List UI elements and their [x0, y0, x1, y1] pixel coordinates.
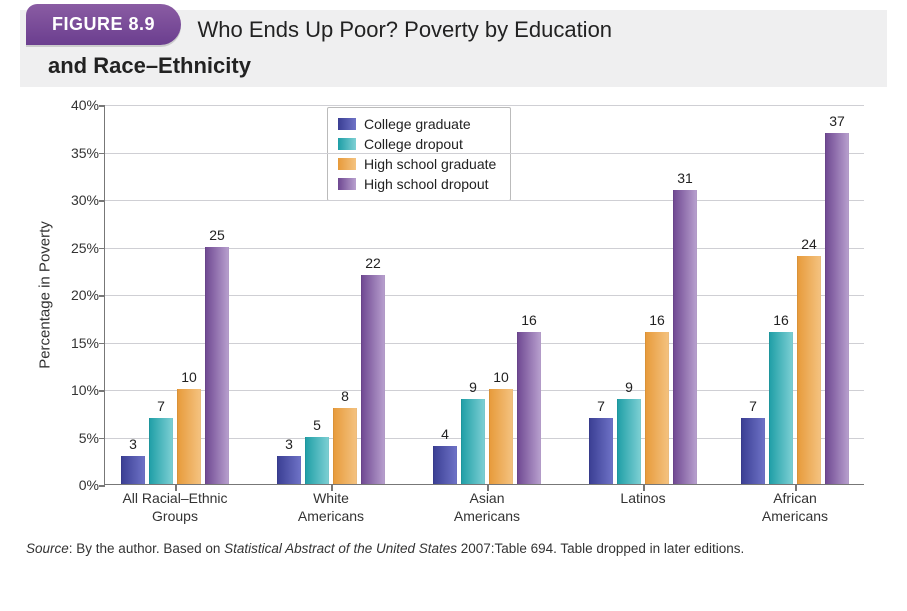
bar-value-label: 22	[365, 255, 381, 271]
bar: 3	[121, 456, 145, 485]
legend-swatch	[338, 118, 356, 130]
x-tick-mark	[331, 484, 333, 491]
bar: 16	[645, 332, 669, 484]
x-tick-mark	[175, 484, 177, 491]
bar: 7	[589, 418, 613, 485]
legend-item: College dropout	[338, 134, 496, 154]
source-text-2: 2007:Table 694. Table dropped in later e…	[457, 541, 744, 556]
bar: 37	[825, 133, 849, 485]
bar: 4	[433, 446, 457, 484]
legend: College graduate College dropout High scho…	[327, 107, 511, 201]
bar-value-label: 3	[285, 436, 293, 452]
y-tick-label: 5%	[55, 430, 99, 446]
x-tick-mark	[487, 484, 489, 491]
figure-header: FIGURE 8.9 Who Ends Up Poor? Poverty by …	[20, 10, 887, 87]
bar: 7	[741, 418, 765, 485]
y-tick-mark	[99, 200, 105, 202]
bar: 10	[177, 389, 201, 484]
legend-swatch	[338, 138, 356, 150]
bar-group: 7162437AfricanAmericans	[741, 133, 849, 485]
category-label: AsianAmericans	[417, 490, 557, 525]
bar-value-label: 37	[829, 113, 845, 129]
bar-value-label: 10	[493, 369, 509, 385]
bar: 5	[305, 437, 329, 485]
bar-value-label: 4	[441, 426, 449, 442]
bar-value-label: 16	[649, 312, 665, 328]
y-tick-label: 40%	[55, 97, 99, 113]
y-tick-mark	[99, 343, 105, 345]
y-tick-label: 10%	[55, 382, 99, 398]
y-tick-label: 15%	[55, 335, 99, 351]
y-tick-mark	[99, 438, 105, 440]
bar: 16	[517, 332, 541, 484]
legend-label: High school dropout	[364, 176, 489, 192]
legend-label: High school graduate	[364, 156, 496, 172]
bar: 7	[149, 418, 173, 485]
plot-area: Percentage in Poverty College graduateCo…	[104, 105, 864, 485]
x-tick-mark	[643, 484, 645, 491]
y-tick-label: 30%	[55, 192, 99, 208]
bar-value-label: 7	[157, 398, 165, 414]
bar-value-label: 16	[521, 312, 537, 328]
y-tick-mark	[99, 248, 105, 250]
bar: 22	[361, 275, 385, 484]
bar: 9	[461, 399, 485, 485]
bar-value-label: 3	[129, 436, 137, 452]
bar: 25	[205, 247, 229, 485]
legend-item: High school dropout	[338, 174, 496, 194]
figure-title-line1: Who Ends Up Poor? Poverty by Education	[197, 17, 612, 43]
bar-value-label: 9	[469, 379, 477, 395]
source-italic: Statistical Abstract of the United State…	[224, 541, 457, 556]
bar-group: 35822WhiteAmericans	[277, 275, 385, 484]
figure-tab: FIGURE 8.9	[26, 4, 181, 45]
bar: 31	[673, 190, 697, 485]
bar-value-label: 7	[597, 398, 605, 414]
bar: 16	[769, 332, 793, 484]
bar-value-label: 16	[773, 312, 789, 328]
y-axis-label: Percentage in Poverty	[37, 221, 54, 369]
bar: 8	[333, 408, 357, 484]
y-tick-label: 20%	[55, 287, 99, 303]
bar-chart: Percentage in Poverty College graduateCo…	[32, 95, 882, 535]
figure-title-line2: and Race–Ethnicity	[48, 53, 887, 79]
y-tick-label: 0%	[55, 477, 99, 493]
legend-swatch	[338, 178, 356, 190]
bar-group: 491016AsianAmericans	[433, 332, 541, 484]
category-label: AfricanAmericans	[725, 490, 865, 525]
x-tick-mark	[795, 484, 797, 491]
y-tick-mark	[99, 105, 105, 107]
source-note: Source: By the author. Based on Statisti…	[20, 541, 887, 556]
bar: 9	[617, 399, 641, 485]
y-tick-mark	[99, 295, 105, 297]
legend-label: College graduate	[364, 116, 471, 132]
bar: 3	[277, 456, 301, 485]
bar-value-label: 31	[677, 170, 693, 186]
bar: 10	[489, 389, 513, 484]
category-label: All Racial–EthnicGroups	[105, 490, 245, 525]
y-tick-mark	[99, 390, 105, 392]
bar-value-label: 5	[313, 417, 321, 433]
legend-item: High school graduate	[338, 154, 496, 174]
bar-value-label: 7	[749, 398, 757, 414]
legend-label: College dropout	[364, 136, 463, 152]
gridline	[105, 105, 864, 106]
bar-value-label: 10	[181, 369, 197, 385]
bar-value-label: 8	[341, 388, 349, 404]
category-label: Latinos	[573, 490, 713, 508]
bar-group: 791631Latinos	[589, 190, 697, 485]
legend-swatch	[338, 158, 356, 170]
source-prefix: Source	[26, 541, 69, 556]
bar: 24	[797, 256, 821, 484]
bar-value-label: 9	[625, 379, 633, 395]
y-tick-mark	[99, 485, 105, 487]
bar-value-label: 24	[801, 236, 817, 252]
bar-group: 371025All Racial–EthnicGroups	[121, 247, 229, 485]
y-tick-label: 35%	[55, 145, 99, 161]
legend-item: College graduate	[338, 114, 496, 134]
source-text-1: : By the author. Based on	[69, 541, 224, 556]
category-label: WhiteAmericans	[261, 490, 401, 525]
bar-value-label: 25	[209, 227, 225, 243]
y-tick-label: 25%	[55, 240, 99, 256]
y-tick-mark	[99, 153, 105, 155]
